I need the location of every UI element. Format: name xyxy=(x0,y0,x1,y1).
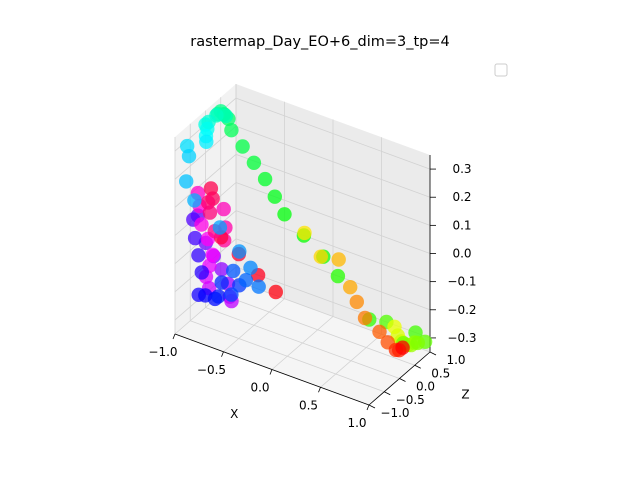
data-point xyxy=(330,268,346,284)
data-point xyxy=(216,201,231,217)
x-tick-label: 1.0 xyxy=(347,416,366,430)
x-axis-label: X xyxy=(230,407,238,421)
data-point xyxy=(205,247,220,262)
data-point xyxy=(214,262,229,277)
grid-line xyxy=(205,307,400,379)
tick-marks xyxy=(172,168,437,411)
data-points xyxy=(179,104,433,358)
grid-line xyxy=(174,154,237,208)
y-tick xyxy=(368,404,376,409)
grid-line xyxy=(174,125,237,180)
y-tick-label: −1.0 xyxy=(380,406,409,420)
data-point xyxy=(395,340,410,355)
data-point xyxy=(187,193,202,208)
data-point xyxy=(214,275,229,290)
grid-line xyxy=(220,293,415,366)
z-tick-label: −0.2 xyxy=(447,303,476,317)
z-tick-label: −0.1 xyxy=(447,275,476,289)
x-tick xyxy=(221,351,224,357)
data-point xyxy=(277,207,292,222)
x-tick-label: 0.0 xyxy=(250,381,269,395)
x-tick-label: 0.5 xyxy=(299,398,318,412)
data-point xyxy=(331,252,346,267)
z-tick-label: 0.1 xyxy=(452,218,471,232)
data-point xyxy=(191,248,206,263)
tick-labels: −1.0−0.50.00.51.0−1.0−0.50.00.51.0−0.3−0… xyxy=(148,162,476,430)
data-point xyxy=(235,139,250,154)
y-tick-label: 0.0 xyxy=(416,380,435,394)
data-point xyxy=(226,263,241,279)
data-point xyxy=(343,280,358,295)
z-tick-label: 0.3 xyxy=(452,162,471,176)
data-point xyxy=(179,174,194,189)
data-point xyxy=(349,294,364,310)
y-tick-label: 1.0 xyxy=(446,353,465,367)
y-tick xyxy=(384,391,391,396)
x-tick-label: −1.0 xyxy=(148,345,177,359)
data-point xyxy=(202,205,218,220)
y-tick xyxy=(399,378,406,382)
y-tick-label: −0.5 xyxy=(396,393,425,407)
x-tick xyxy=(366,404,370,411)
data-point xyxy=(372,324,387,339)
data-point xyxy=(194,217,209,232)
data-point xyxy=(211,289,226,304)
data-point xyxy=(243,260,258,275)
data-point xyxy=(410,335,425,351)
data-point xyxy=(232,244,247,259)
data-point xyxy=(199,134,214,149)
data-point xyxy=(194,265,209,280)
y-tick-label: 0.5 xyxy=(431,366,450,380)
x-tick xyxy=(318,387,321,393)
x-tick-label: −0.5 xyxy=(197,363,226,377)
grid-line xyxy=(235,153,431,226)
y-tick xyxy=(429,351,437,356)
grid-line xyxy=(235,97,431,170)
data-point xyxy=(246,155,262,170)
x-tick xyxy=(172,333,176,340)
data-point xyxy=(238,273,254,288)
chart-title: rastermap_Day_EO+6_dim=3_tp=4 xyxy=(190,34,450,50)
data-point xyxy=(268,284,283,300)
data-point xyxy=(357,310,373,326)
data-point xyxy=(257,171,273,187)
data-point xyxy=(267,189,282,204)
z-axis-label: Z xyxy=(461,388,469,402)
x-tick xyxy=(269,369,273,375)
data-point xyxy=(187,230,203,246)
data-point xyxy=(224,123,239,138)
grid-line xyxy=(235,125,431,198)
z-tick-label: 0.2 xyxy=(452,190,471,204)
data-point xyxy=(181,149,197,164)
grid-line xyxy=(190,320,385,393)
data-point xyxy=(313,249,328,264)
z-tick-label: −0.3 xyxy=(447,331,476,345)
grid-line xyxy=(235,210,431,283)
y-tick xyxy=(414,364,421,369)
data-point xyxy=(224,287,239,302)
data-point xyxy=(297,225,312,241)
data-point xyxy=(251,279,266,294)
legend-box xyxy=(494,63,508,77)
data-point xyxy=(212,220,228,235)
z-tick-label: 0.0 xyxy=(452,247,471,261)
